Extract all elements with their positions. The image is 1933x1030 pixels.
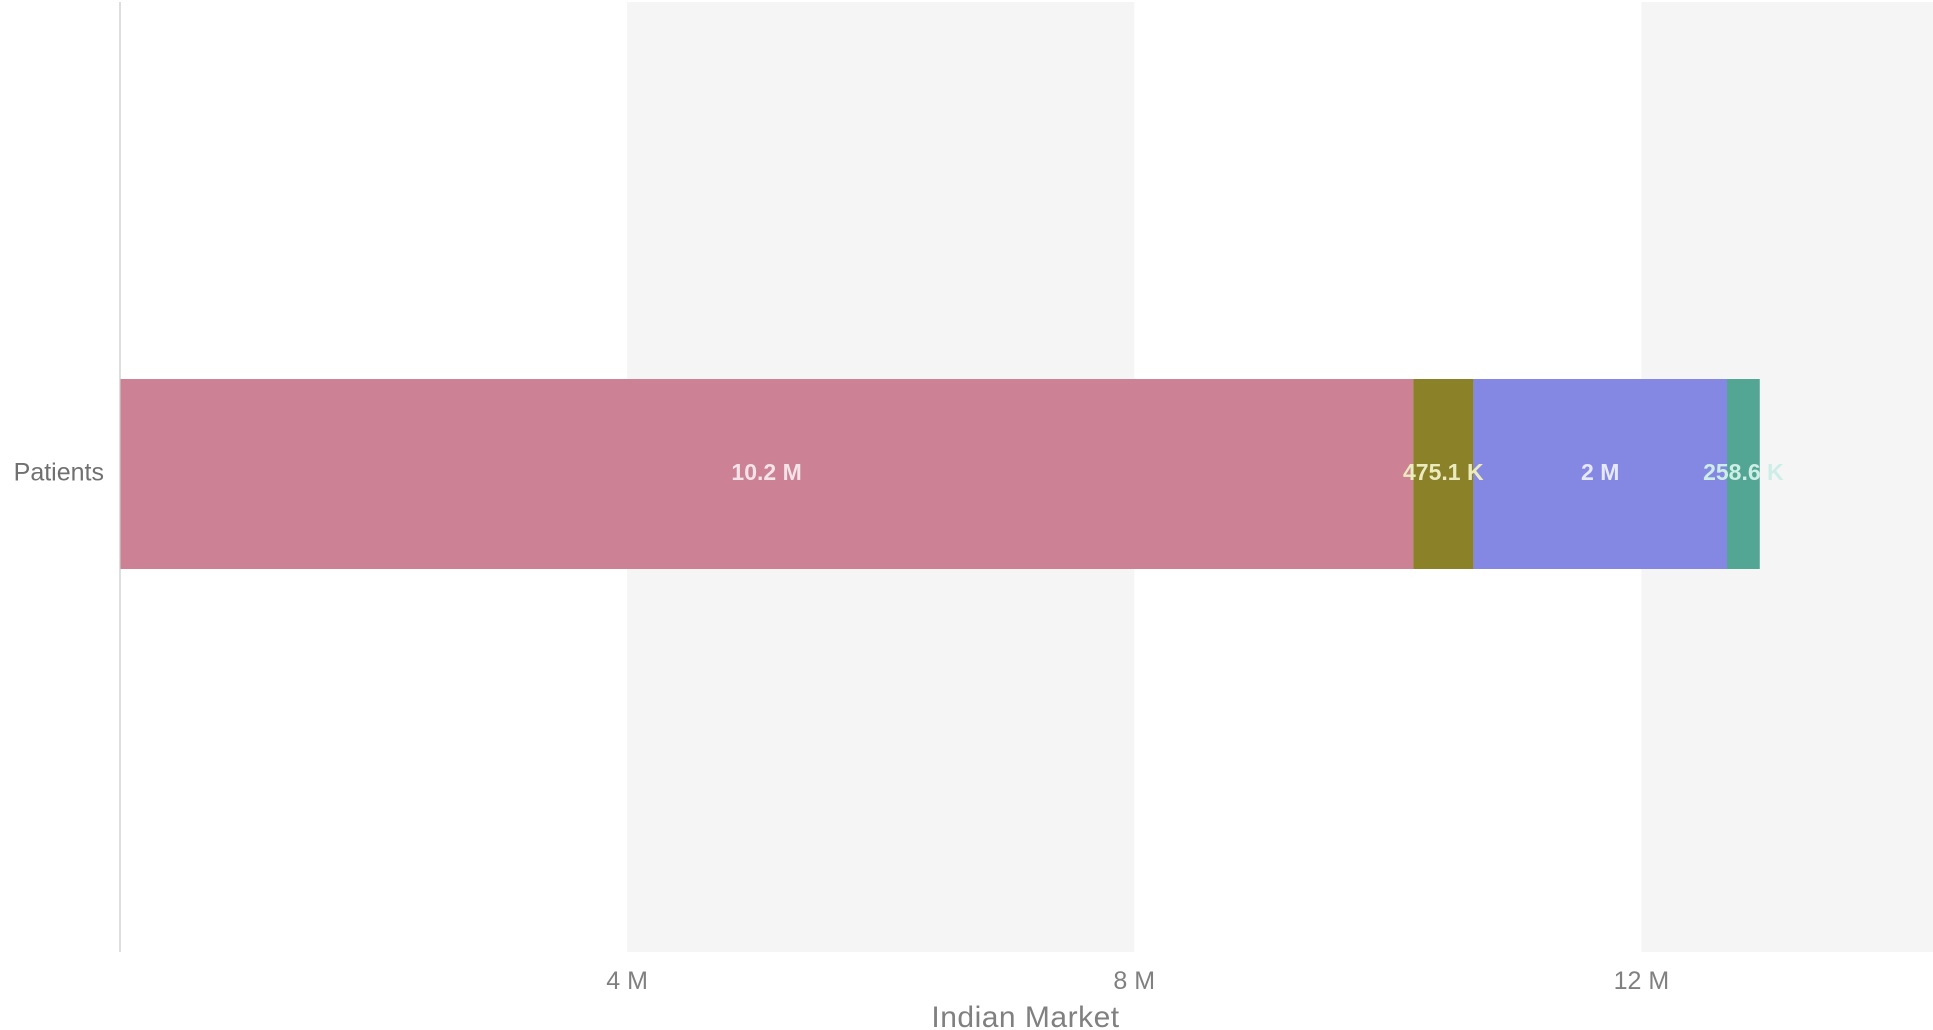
- category-labels: Patients: [14, 459, 104, 487]
- data-label: 258.6 K: [1703, 459, 1784, 485]
- data-label: 2 M: [1581, 459, 1619, 485]
- data-label: 475.1 K: [1403, 459, 1484, 485]
- x-tick-label: 4 M: [606, 967, 648, 995]
- data-label: 10.2 M: [731, 459, 801, 485]
- category-label: Patients: [14, 459, 104, 487]
- x-tick-label: 8 M: [1113, 967, 1155, 995]
- x-axis-title: Indian Market: [931, 1001, 1119, 1030]
- bar-segment: [1473, 379, 1727, 569]
- bar-segment: [120, 379, 1414, 569]
- data-labels: 10.2 M 475.1 K 2 M 258.6 K: [731, 459, 1784, 485]
- bar-segments: [120, 379, 1760, 569]
- x-tick-labels: 4 M 8 M 12 M: [606, 967, 1669, 995]
- bar-segment: [1726, 379, 1760, 569]
- x-tick-label: 12 M: [1614, 967, 1670, 995]
- bar-segment: [1413, 379, 1474, 569]
